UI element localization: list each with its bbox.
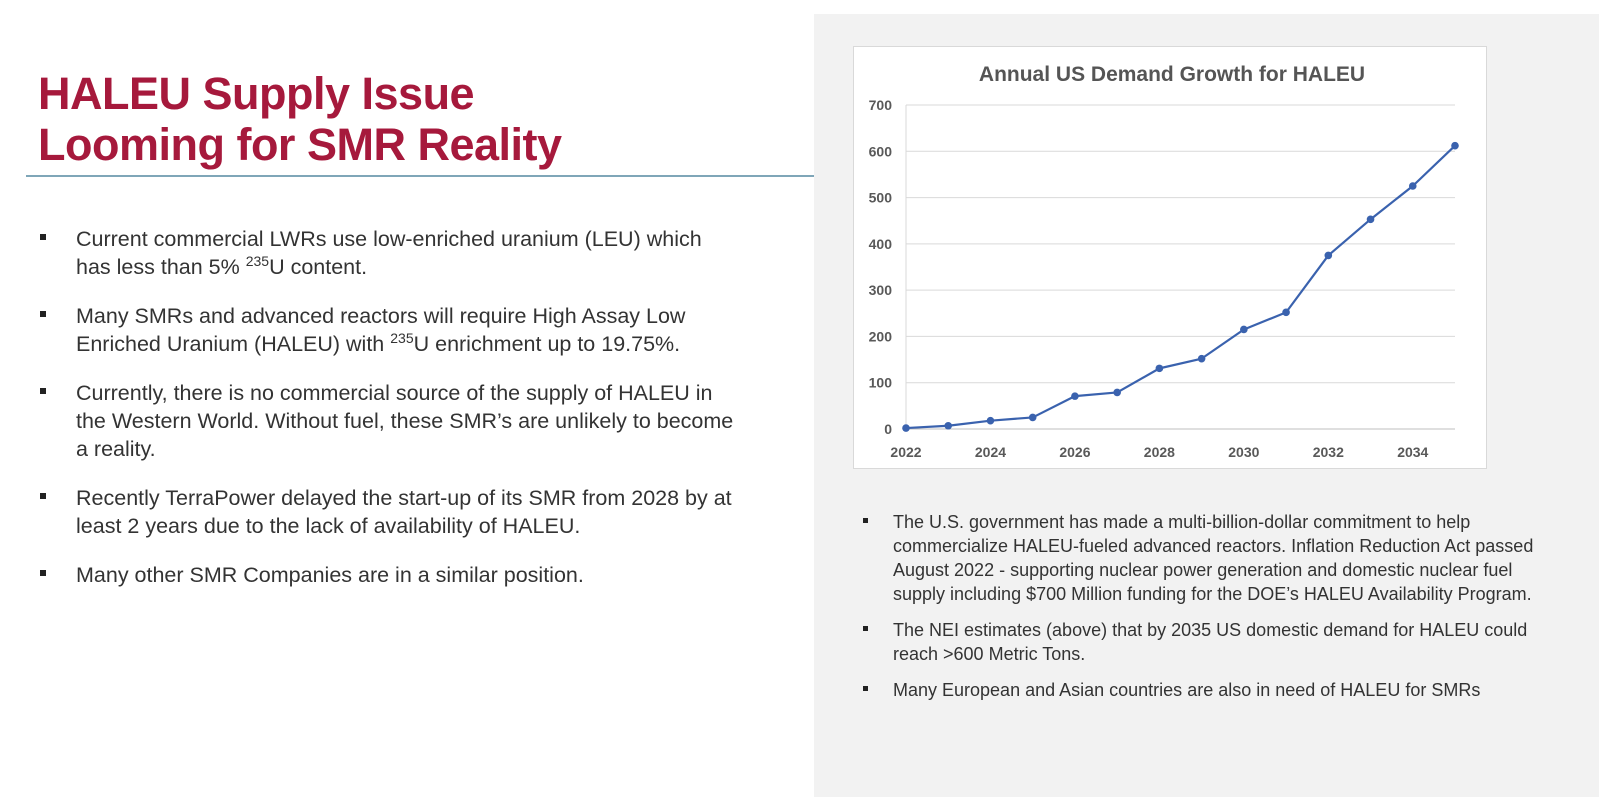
y-tick-label: 600: [869, 143, 893, 159]
y-tick-label: 300: [869, 282, 893, 298]
bullet-text-tail: U enrichment up to 19.75%.: [413, 332, 681, 356]
left-bullet-list: Current commercial LWRs use low-enriched…: [38, 225, 738, 610]
isotope-superscript: 235: [390, 330, 414, 346]
slide-title-line-1: HALEU Supply Issue: [38, 68, 475, 119]
slide-title-line-2: Looming for SMR Reality: [38, 119, 562, 170]
data-point: [1071, 392, 1079, 400]
x-tick-label: 2028: [1144, 444, 1175, 460]
right-bullet-list: The U.S. government has made a multi-bil…: [862, 510, 1542, 714]
x-tick-label: 2022: [890, 444, 921, 460]
demand-chart: Annual US Demand Growth for HALEU 0 100 20…: [853, 46, 1487, 469]
left-bullet-item: Current commercial LWRs use low-enriched…: [38, 225, 738, 281]
demand-line: [905, 144, 1456, 430]
x-tick-label: 2034: [1397, 444, 1428, 460]
y-tick-label: 500: [869, 190, 893, 206]
square-bullet-icon: [863, 518, 868, 523]
bullet-text: Current commercial LWRs use low-enriched…: [76, 227, 702, 279]
data-point: [1282, 308, 1290, 317]
title-divider: [26, 175, 816, 177]
data-point: [1324, 251, 1333, 260]
chart-canvas: Annual US Demand Growth for HALEU 0 100 20…: [869, 63, 1459, 460]
bullet-text: Recently TerraPower delayed the start-up…: [76, 486, 732, 538]
data-point: [986, 416, 995, 425]
square-bullet-icon: [40, 311, 46, 317]
bullet-text: Currently, there is no commercial source…: [76, 381, 734, 461]
bullet-text: The NEI estimates (above) that by 2035 U…: [893, 620, 1528, 664]
data-point: [1408, 182, 1417, 190]
x-tick-label: 2030: [1228, 444, 1259, 460]
bullet-text-tail: U content.: [269, 255, 368, 279]
data-point: [1155, 364, 1164, 373]
y-tick-label: 0: [884, 421, 892, 437]
left-bullet-item: Many other SMR Companies are in a simila…: [38, 561, 738, 589]
x-tick-label: 2032: [1313, 444, 1344, 460]
data-point: [1451, 141, 1459, 150]
chart-series: [902, 141, 1459, 432]
left-bullet-item: Currently, there is no commercial source…: [38, 379, 738, 463]
data-point: [902, 424, 910, 432]
slide-title: HALEU Supply Issue Looming for SMR Reali…: [38, 68, 562, 170]
data-point: [1028, 413, 1037, 422]
square-bullet-icon: [40, 388, 46, 394]
y-tick-label: 400: [869, 236, 893, 252]
chart-gridlines: [905, 104, 1455, 430]
bullet-text: Many other SMR Companies are in a simila…: [76, 563, 584, 587]
chart-axis-labels: 0 100 200 300 400 500 600 700 2022 2024 2026 2028 20…: [869, 97, 1429, 460]
square-bullet-icon: [863, 686, 868, 691]
data-point: [1113, 388, 1121, 397]
x-tick-label: 2026: [1059, 444, 1090, 460]
y-tick-label: 100: [869, 375, 893, 391]
data-point: [1240, 325, 1248, 334]
square-bullet-icon: [863, 626, 868, 631]
chart-title: Annual US Demand Growth for HALEU: [979, 63, 1365, 86]
data-point: [1366, 215, 1375, 224]
bullet-text: The U.S. government has made a multi-bil…: [893, 512, 1534, 604]
bullet-text: Many European and Asian countries are al…: [893, 680, 1481, 700]
y-tick-label: 700: [869, 97, 893, 113]
right-bullet-item: The U.S. government has made a multi-bil…: [862, 510, 1542, 606]
data-point: [944, 421, 953, 430]
y-tick-label: 200: [869, 328, 893, 344]
left-bullet-item: Recently TerraPower delayed the start-up…: [38, 484, 738, 540]
isotope-superscript: 235: [245, 253, 270, 269]
right-bullet-item: The NEI estimates (above) that by 2035 U…: [862, 618, 1542, 666]
square-bullet-icon: [40, 570, 46, 576]
bullet-text: Many SMRs and advanced reactors will req…: [76, 304, 686, 356]
x-tick-label: 2024: [975, 444, 1006, 460]
right-bullet-item: Many European and Asian countries are al…: [862, 678, 1542, 702]
data-point: [1197, 354, 1206, 363]
square-bullet-icon: [40, 493, 46, 499]
left-bullet-item: Many SMRs and advanced reactors will req…: [38, 302, 738, 358]
square-bullet-icon: [40, 234, 46, 240]
